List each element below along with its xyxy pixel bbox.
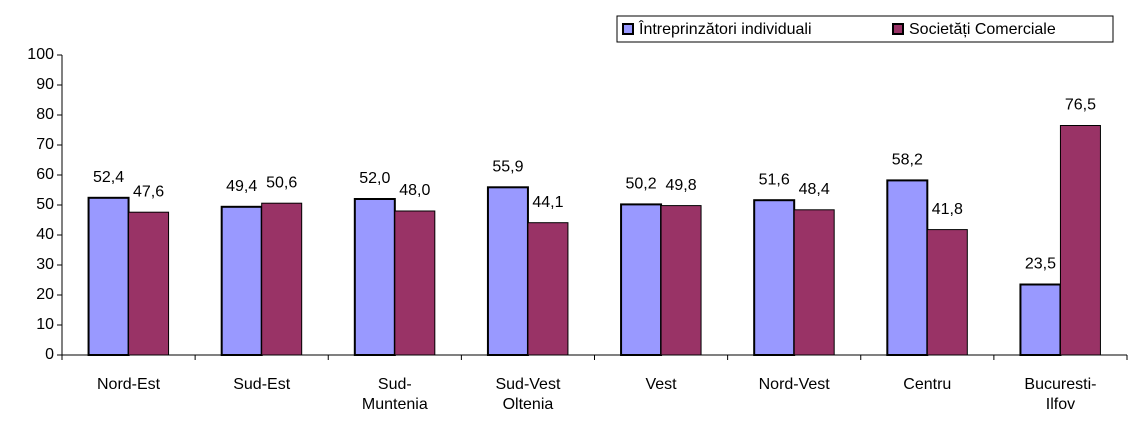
value-label: 47,6	[133, 183, 164, 200]
y-tick-label: 0	[45, 346, 54, 363]
bar	[394, 210, 436, 356]
x-tick-label: Nord-Est	[97, 376, 161, 393]
value-label: 49,4	[226, 178, 257, 195]
bar	[753, 199, 796, 356]
value-label: 58,2	[892, 152, 923, 169]
bar	[1019, 283, 1062, 356]
value-label: 52,0	[359, 170, 390, 187]
value-label: 44,1	[532, 194, 563, 211]
value-label: 55,9	[492, 159, 523, 176]
legend-swatch	[892, 23, 904, 35]
y-tick-label: 80	[36, 106, 54, 123]
value-label: 50,2	[625, 176, 656, 193]
value-label: 41,8	[932, 201, 963, 218]
y-tick-label: 10	[36, 316, 54, 333]
value-label: 23,5	[1025, 256, 1056, 273]
bar	[527, 222, 569, 356]
value-label: 48,4	[799, 181, 830, 198]
bar	[660, 205, 702, 356]
y-tick-label: 60	[36, 166, 54, 183]
x-tick-label: Sud-Muntenia	[362, 376, 428, 413]
value-label: 51,6	[759, 171, 790, 188]
value-label: 49,8	[665, 177, 696, 194]
y-tick-label: 100	[27, 46, 54, 63]
bar	[486, 186, 529, 356]
y-tick-label: 40	[36, 226, 54, 243]
x-tick-label: Sud-Est	[233, 376, 290, 393]
legend-label: Întreprinzători individuali	[638, 19, 812, 38]
bar	[620, 203, 663, 356]
legend-swatch	[622, 23, 634, 35]
y-tick-label: 50	[36, 196, 54, 213]
bar	[220, 205, 263, 356]
legend-box	[616, 15, 1114, 43]
y-tick-label: 20	[36, 286, 54, 303]
bar	[87, 196, 130, 356]
y-tick-label: 90	[36, 76, 54, 93]
bar	[793, 209, 835, 356]
bar	[353, 198, 396, 356]
y-tick-label: 70	[36, 136, 54, 153]
x-tick-label: Sud-Vest Oltenia	[495, 376, 560, 413]
y-tick-label: 30	[36, 256, 54, 273]
value-label: 48,0	[399, 182, 430, 199]
x-tick-label: Nord-Vest	[759, 376, 831, 393]
bar	[886, 179, 929, 356]
x-tick-label: Vest	[645, 376, 677, 393]
value-label: 52,4	[93, 169, 124, 186]
x-tick-label: Centru	[903, 376, 951, 393]
bar	[128, 211, 170, 356]
value-label: 76,5	[1065, 97, 1096, 114]
x-tick-label: Bucuresti-Ilfov	[1024, 376, 1096, 413]
value-label: 50,6	[266, 174, 297, 191]
bar	[1059, 125, 1101, 356]
bar	[261, 202, 303, 356]
bar	[926, 229, 968, 356]
legend-label: Societăți Comerciale	[909, 21, 1056, 38]
